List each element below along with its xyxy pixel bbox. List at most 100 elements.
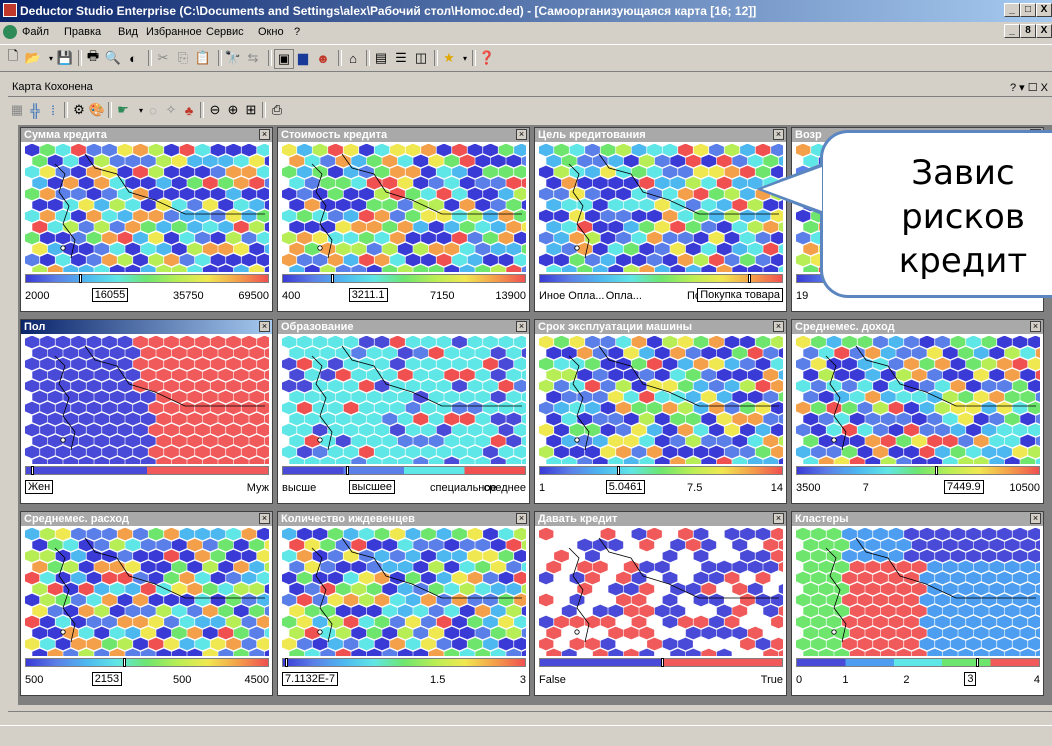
copy-icon[interactable]: ⎘ (177, 50, 189, 65)
kohonen-view-icon[interactable]: ▣ (274, 49, 294, 69)
minimize-button[interactable]: _ (1004, 3, 1020, 17)
mdi-minimize-button[interactable]: _ (1004, 24, 1020, 38)
maximize-button[interactable]: □ (1020, 3, 1036, 17)
map-panel[interactable]: Количество иждевенцев × 7.1132E-7 1.5 3 (277, 511, 530, 696)
scale-marker[interactable] (285, 658, 289, 667)
star-select-icon[interactable]: ✧ (165, 102, 177, 117)
tile-vertical-icon[interactable]: ◫ (414, 50, 428, 65)
find-icon[interactable]: 🔭 (224, 50, 242, 65)
map-panel[interactable]: Срок эксплуатации машины × 1 5.0461 7.5 14 (534, 319, 787, 504)
map-panel[interactable]: Образование × высше высшее специальное средне… (277, 319, 530, 504)
lasso-icon[interactable]: ◌ (149, 102, 157, 118)
open-folder-icon[interactable]: 📂 (24, 50, 42, 65)
fit-icon[interactable]: ⊞ (245, 102, 257, 117)
map-panel[interactable]: Кластеры × 0 1 2 3 4 (791, 511, 1044, 696)
mdi-close-button[interactable]: X (1036, 24, 1052, 38)
marker-icon[interactable]: ♣ (184, 102, 194, 118)
color-scale-bar[interactable] (25, 658, 269, 667)
zoom-out-icon[interactable]: ⊖ (209, 102, 221, 117)
panel-close-icon[interactable]: × (773, 513, 784, 524)
browser-icon[interactable]: ◐ (129, 50, 137, 66)
panel-close-icon[interactable]: × (259, 321, 270, 332)
scale-marker[interactable] (748, 274, 752, 283)
menu-edit[interactable]: Правка (64, 26, 102, 38)
kohonen-map[interactable] (25, 528, 269, 656)
menu-favorites[interactable]: Избранное (146, 26, 202, 38)
panel-close-icon[interactable]: × (516, 321, 527, 332)
color-scale-bar[interactable] (796, 658, 1040, 667)
map-panel[interactable]: Стоимость кредита × 400 3211.1 7150 13900 (277, 127, 530, 312)
map-panel[interactable]: Сумма кредита × 2000 16055 35750 69500 (20, 127, 273, 312)
mdi-restore-button[interactable]: 8 (1020, 24, 1036, 38)
kohonen-map[interactable] (282, 144, 526, 272)
select-icon[interactable]: ☛ (117, 102, 129, 117)
new-file-icon[interactable]: 🗋 (7, 48, 19, 63)
print-preview-icon[interactable]: 🔍 (104, 50, 122, 65)
color-scale-bar[interactable] (796, 466, 1040, 475)
panel-close-icon[interactable]: × (259, 513, 270, 524)
color-scale-bar[interactable] (539, 466, 783, 475)
help-icon[interactable]: ❓ (478, 50, 496, 65)
tile-icon[interactable]: ▤ (374, 50, 388, 65)
kohonen-map[interactable] (539, 336, 783, 464)
horizontal-scroll-area[interactable] (8, 711, 1052, 722)
select-dropdown-icon[interactable]: ▾ (138, 105, 143, 115)
map-panel[interactable]: Давать кредит × False True (534, 511, 787, 696)
color-scale-bar[interactable] (25, 466, 269, 475)
favorites-dropdown-icon[interactable]: ▾ (462, 53, 467, 63)
kohonen-map[interactable] (796, 336, 1040, 464)
favorites-star-icon[interactable]: ★ (443, 50, 455, 65)
export-icon[interactable]: ⎙ (271, 102, 283, 117)
scale-marker[interactable] (617, 466, 621, 475)
grid-icon[interactable]: ▦ (10, 102, 24, 117)
map-panel[interactable]: Среднемес. доход × 3500 7 7449.9 10500 (791, 319, 1044, 504)
paste-icon[interactable]: 📋 (194, 50, 212, 65)
color-scale-bar[interactable] (282, 466, 526, 475)
zoom-in-icon[interactable]: ⊕ (227, 102, 239, 117)
home-icon[interactable]: ⌂ (349, 50, 357, 66)
app-menu-icon[interactable] (3, 25, 17, 39)
wizard-icon[interactable]: ☻ (316, 50, 330, 66)
menu-service[interactable]: Сервис (206, 26, 244, 38)
replace-icon[interactable]: ⇆ (247, 50, 259, 65)
panel-close-icon[interactable]: × (516, 513, 527, 524)
menu-view[interactable]: Вид (118, 26, 138, 38)
close-button[interactable]: X (1036, 3, 1052, 17)
kohonen-map[interactable] (539, 144, 783, 272)
report-icon[interactable]: ▆ (298, 50, 308, 65)
panel-close-icon[interactable]: × (773, 129, 784, 140)
panel-close-icon[interactable]: × (259, 129, 270, 140)
menu-help[interactable]: ? (294, 26, 301, 38)
scale-marker[interactable] (79, 274, 83, 283)
color-scale-bar[interactable] (282, 274, 526, 283)
map-panel[interactable]: Цель кредитования × Иное Опла... Опла... Пок… (534, 127, 787, 312)
map-panel[interactable]: Пол × Жен Муж (20, 319, 273, 504)
kohonen-map[interactable] (796, 528, 1040, 656)
map-panel[interactable]: Среднемес. расход × 500 2153 500 4500 (20, 511, 273, 696)
kohonen-map[interactable] (25, 336, 269, 464)
scale-marker[interactable] (30, 466, 34, 475)
scale-marker[interactable] (934, 466, 938, 475)
kohonen-map[interactable] (282, 336, 526, 464)
kohonen-map[interactable] (539, 528, 783, 656)
open-dropdown-icon[interactable]: ▾ (48, 53, 53, 63)
menu-file[interactable]: Файл (22, 26, 50, 38)
settings-icon[interactable]: ⚙ (73, 102, 85, 117)
scale-marker[interactable] (345, 466, 349, 475)
panel-close-icon[interactable]: × (516, 129, 527, 140)
cell-icon[interactable]: ⁞ (51, 102, 55, 118)
menu-window[interactable]: Окно (258, 26, 284, 38)
scale-marker[interactable] (122, 658, 126, 667)
color-scale-bar[interactable] (282, 658, 526, 667)
tile-horizontal-icon[interactable]: ☰ (395, 50, 407, 65)
panel-close-icon[interactable]: × (773, 321, 784, 332)
kohonen-map[interactable] (282, 528, 526, 656)
color-scale-bar[interactable] (539, 658, 783, 667)
color-scale-bar[interactable] (25, 274, 269, 283)
scale-marker[interactable] (976, 658, 980, 667)
border-icon[interactable]: ╬ (30, 102, 40, 118)
cut-icon[interactable]: ✂ (157, 50, 169, 65)
kohonen-map[interactable] (25, 144, 269, 272)
scale-marker[interactable] (661, 658, 664, 667)
print-icon[interactable]: 🖶 (86, 48, 100, 63)
